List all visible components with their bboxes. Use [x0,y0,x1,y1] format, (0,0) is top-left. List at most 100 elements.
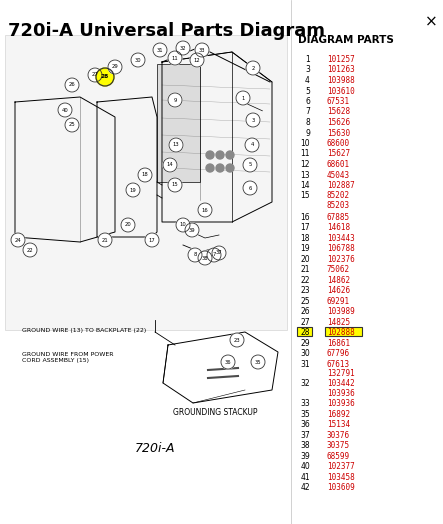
Text: 7: 7 [212,253,216,257]
Text: ×: × [425,14,438,29]
Text: 14862: 14862 [327,276,350,285]
Text: 20: 20 [124,223,132,227]
Text: 85203: 85203 [327,201,350,210]
Text: 14825: 14825 [327,318,350,327]
Text: 42: 42 [300,483,310,492]
Text: 15: 15 [171,182,179,188]
Text: 14626: 14626 [327,286,350,295]
Text: 33: 33 [300,399,310,408]
Text: 67796: 67796 [327,349,350,358]
Text: 39: 39 [189,227,195,233]
Circle shape [168,178,182,192]
Text: 85202: 85202 [327,191,350,201]
Text: 15627: 15627 [327,149,350,158]
Circle shape [185,223,199,237]
Text: 720i-A: 720i-A [135,442,175,455]
Text: 30: 30 [135,58,141,62]
Circle shape [236,91,250,105]
Text: 75062: 75062 [327,265,350,274]
Circle shape [226,164,234,172]
Text: 41: 41 [300,473,310,482]
Text: 103458: 103458 [327,473,355,482]
Circle shape [138,168,152,182]
Text: 28: 28 [101,74,109,80]
Text: 36: 36 [225,359,231,365]
Text: 19: 19 [130,188,136,192]
Circle shape [251,355,265,369]
Text: 1: 1 [241,95,245,101]
Text: 67885: 67885 [327,213,350,222]
Text: 6: 6 [305,97,310,106]
Text: 13: 13 [300,170,310,180]
Bar [157,64,200,182]
Text: 17: 17 [300,223,310,232]
Text: 38: 38 [300,441,310,450]
Text: 37: 37 [300,431,310,440]
Text: 1: 1 [305,55,310,64]
Text: 9: 9 [173,97,177,103]
Circle shape [65,78,79,92]
Text: 68600: 68600 [327,139,350,148]
Text: 103442: 103442 [327,379,355,388]
Text: 103609: 103609 [327,483,355,492]
FancyBboxPatch shape [325,328,362,336]
Circle shape [168,51,182,65]
Text: 29: 29 [112,64,118,70]
Text: 11: 11 [300,149,310,158]
Text: 12: 12 [300,160,310,169]
Text: 45043: 45043 [327,170,350,180]
Circle shape [221,355,235,369]
Text: 15: 15 [300,191,310,201]
Circle shape [88,68,102,82]
Circle shape [212,246,226,260]
Circle shape [108,60,122,74]
Text: 2: 2 [251,66,255,71]
FancyBboxPatch shape [297,328,312,336]
Circle shape [246,113,260,127]
Text: 20: 20 [300,255,310,264]
Circle shape [58,103,72,117]
Circle shape [198,251,212,265]
Text: 15626: 15626 [327,118,350,127]
Circle shape [190,53,204,67]
Circle shape [168,93,182,107]
Text: 22: 22 [27,247,33,253]
Text: 103988: 103988 [327,76,355,85]
Circle shape [206,164,214,172]
Text: 8: 8 [305,118,310,127]
Text: 69291: 69291 [327,297,350,305]
Text: 35: 35 [255,359,261,365]
Text: 40: 40 [62,107,68,113]
Text: 11: 11 [171,56,179,60]
Text: 15628: 15628 [327,107,350,116]
Text: 26: 26 [300,307,310,316]
Text: 37: 37 [216,250,222,256]
Text: 18: 18 [142,172,148,178]
Circle shape [176,41,190,55]
Text: 4: 4 [305,76,310,85]
Text: 103610: 103610 [327,86,355,95]
Circle shape [23,243,37,257]
Text: 14: 14 [300,181,310,190]
Text: 5: 5 [305,86,310,95]
Text: 68599: 68599 [327,452,350,461]
Circle shape [65,118,79,132]
Circle shape [98,233,112,247]
Text: 21: 21 [101,237,109,243]
Text: 30376: 30376 [327,431,350,440]
Text: 23: 23 [234,337,240,343]
Circle shape [131,53,145,67]
Text: 7: 7 [305,107,310,116]
Text: GROUND WIRE FROM POWER
CORD ASSEMBLY (15): GROUND WIRE FROM POWER CORD ASSEMBLY (15… [22,352,113,363]
Text: 21: 21 [300,265,310,274]
Text: 32: 32 [180,46,187,50]
Text: 30375: 30375 [327,441,350,450]
Circle shape [163,158,177,172]
Text: 103936: 103936 [327,389,355,398]
Circle shape [246,61,260,75]
Text: 4: 4 [250,143,254,147]
Circle shape [243,158,257,172]
Text: 27: 27 [92,72,98,78]
Text: 102888: 102888 [327,328,355,337]
Text: 8: 8 [193,253,197,257]
